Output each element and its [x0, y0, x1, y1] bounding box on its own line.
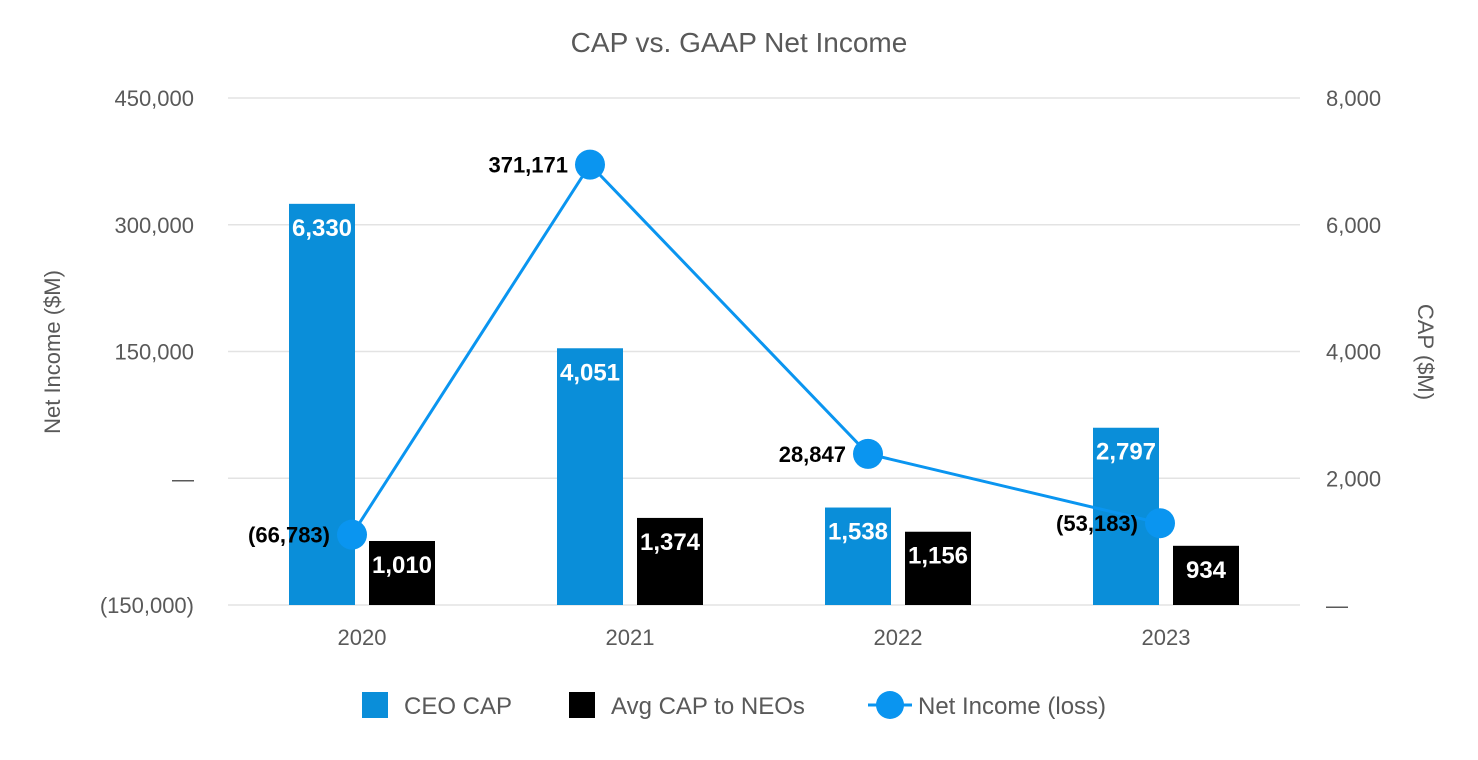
right-tick-label: 2,000: [1326, 466, 1381, 491]
bar-avg-cap-to-neos: [369, 540, 435, 605]
right-axis-ticks: 8,000 6,000 4,000 2,000 —: [1326, 86, 1381, 618]
x-tick-label: 2020: [338, 625, 387, 650]
bars: [289, 203, 1239, 605]
bar-ceo-cap: [557, 348, 623, 605]
left-axis-title: Net Income ($M): [40, 270, 65, 434]
legend-marker: [876, 691, 904, 719]
net-income-line: [337, 149, 1175, 550]
bar-value-label: 1,538: [828, 519, 888, 546]
chart-title: CAP vs. GAAP Net Income: [571, 27, 908, 58]
net-income-marker: [337, 519, 367, 550]
net-income-value-label: (66,783): [248, 523, 330, 548]
right-tick-label: 4,000: [1326, 340, 1381, 365]
bar-value-label: 2,797: [1096, 439, 1156, 466]
bar-value-label: 4,051: [560, 359, 620, 386]
right-tick-label: 6,000: [1326, 213, 1381, 238]
net-income-value-label: 28,847: [779, 442, 846, 467]
legend-label: Net Income (loss): [918, 693, 1106, 720]
left-tick-label: 150,000: [114, 340, 194, 365]
net-income-polyline: [350, 162, 1161, 536]
bar-avg-cap-to-neos: [637, 517, 703, 605]
net-income-value-label: (53,183): [1056, 511, 1138, 536]
right-tick-label: —: [1326, 593, 1348, 618]
x-tick-label: 2021: [606, 625, 655, 650]
legend-swatch: [569, 692, 595, 718]
x-tick-label: 2023: [1142, 625, 1191, 650]
x-tick-label: 2022: [874, 625, 923, 650]
bar-value-label: 1,156: [908, 543, 968, 570]
left-tick-label: (150,000): [100, 593, 194, 618]
right-tick-label: 8,000: [1326, 86, 1381, 111]
bar-value-label: 934: [1186, 557, 1227, 584]
bar-value-label: 6,330: [292, 215, 352, 242]
bar-ceo-cap: [825, 507, 891, 605]
legend-label: CEO CAP: [404, 693, 512, 720]
legend: CEO CAP Avg CAP to NEOs Net Income (loss): [362, 691, 1106, 720]
x-axis-ticks: 2020 2021 2022 2023: [338, 625, 1191, 650]
net-income-value-label: 371,171: [488, 153, 568, 178]
left-tick-label: 450,000: [114, 86, 194, 111]
legend-swatch: [362, 692, 388, 718]
bar-avg-cap-to-neos: [905, 531, 971, 605]
bar-avg-cap-to-neos: [1173, 545, 1239, 605]
left-tick-label: 300,000: [114, 213, 194, 238]
bar-value-label: 1,374: [640, 529, 701, 556]
net-income-marker: [853, 438, 883, 469]
net-income-marker: [1145, 508, 1175, 539]
bar-value-label: 1,010: [372, 552, 432, 579]
net-income-marker: [575, 149, 605, 180]
legend-label: Avg CAP to NEOs: [611, 693, 805, 720]
right-axis-title: CAP ($M): [1413, 304, 1438, 400]
left-axis-ticks: 450,000 300,000 150,000 — (150,000): [100, 86, 194, 618]
data-labels: 6,330 4,051 1,538 2,797 1,010 1,374 1,156 934 (6…: [248, 153, 1227, 584]
left-tick-label: —: [172, 466, 194, 491]
